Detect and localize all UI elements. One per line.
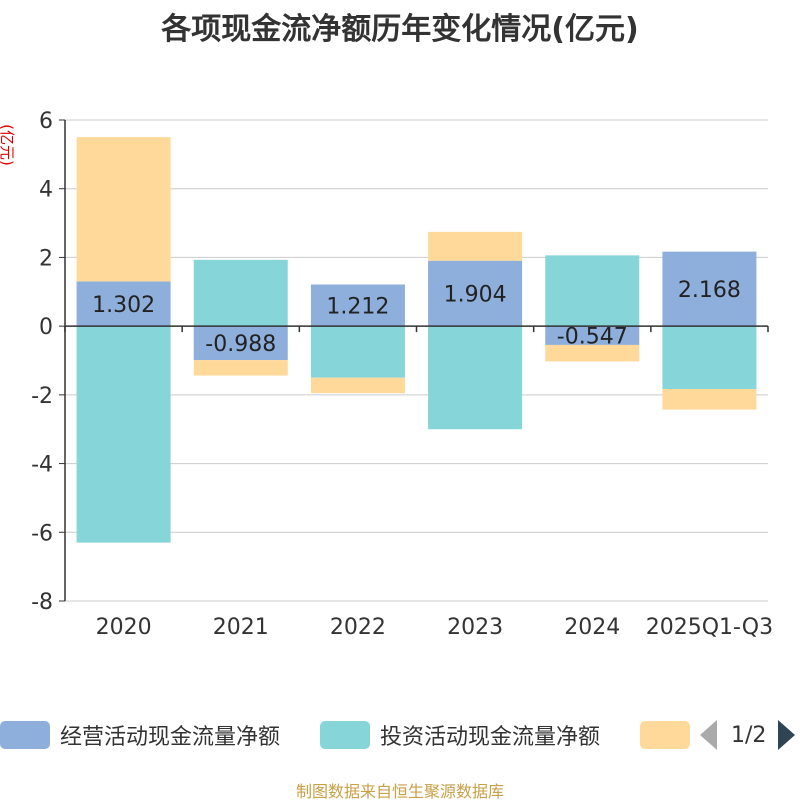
bar-series0-2023 [428,260,523,327]
y-tick-label-7: -8 [31,590,53,615]
legend-label-operating: 经营活动现金流量净额 [60,725,281,750]
x-tick-label-2024: 2024 [564,615,620,640]
bar-series0-2025Q1-Q3 [662,251,757,327]
legend-page-indicator: 1/2 [731,722,767,748]
legend-pager: 1/2 [700,718,796,752]
bar-series0-2022 [310,284,405,327]
data-label-2022: 1.212 [326,294,389,319]
y-tick-label-0: 6 [39,109,53,134]
axes: 6 4 2 0 -2 -4 -6 -8 2020 2021 2022 2023 2024 2025Q1-Q… [31,109,773,640]
y-tick-label-2: 2 [39,246,53,271]
data-labels: 1.302 -0.988 1.212 1.904 -0.547 2.168 [92,278,741,357]
chart-title: 各项现金流净额历年变化情况(亿元) [161,12,639,47]
bar-series0-2024 [545,326,640,345]
legend-swatch-financing [640,721,690,749]
bar-series2-2022 [310,377,405,394]
bar-series1-2023 [428,326,523,430]
bar-series2-2024 [545,344,640,362]
y-tick-label-5: -4 [31,453,53,478]
x-tick-label-2020: 2020 [96,615,152,640]
bar-series0-2021 [193,326,288,361]
bar-series2-2021 [193,360,288,376]
legend-item-investing[interactable]: 投资活动现金流量净额 [320,718,600,752]
y-tick-label-1: 4 [39,178,53,203]
bar-series1-2022 [310,326,405,378]
bar-series1-2024 [545,255,640,327]
y-tick-label-3: 0 [39,315,53,340]
x-tick-label-2021: 2021 [213,615,269,640]
x-tick-label-2025Q1-Q3: 2025Q1-Q3 [646,615,773,640]
legend: 经营活动现金流量净额 投资活动现金流量净额 1/2 [0,718,800,752]
data-label-2024: -0.547 [557,325,628,350]
legend-prev-arrow-icon[interactable] [700,720,717,750]
data-source-note: 制图数据来自恒生聚源数据库 [295,782,504,801]
bar-series0-2020 [76,281,171,327]
bar-series2-2025Q1-Q3 [662,389,757,410]
x-tick-label-2023: 2023 [447,615,503,640]
legend-label-investing: 投资活动现金流量净额 [380,725,601,750]
bar-series2-2023 [428,231,523,261]
y-tick-label-6: -6 [31,521,53,546]
data-label-2020: 1.302 [92,293,155,318]
bar-series1-2025Q1-Q3 [662,326,757,390]
bar-series1-2021 [193,259,288,327]
legend-swatch-operating [0,721,50,749]
legend-item-financing[interactable] [640,718,700,752]
bar-series1-2020 [76,326,171,543]
data-label-2023: 1.904 [444,282,507,307]
legend-item-operating[interactable]: 经营活动现金流量净额 [0,718,280,752]
x-tick-label-2022: 2022 [330,615,386,640]
bars [76,137,757,543]
bar-series2-2020 [76,137,171,282]
data-label-2025Q1-Q3: 2.168 [678,278,741,303]
chart-plot: 6 4 2 0 -2 -4 -6 -8 2020 2021 2022 2023 2024 2025Q1-Q… [0,109,773,640]
data-label-2021: -0.988 [205,332,276,357]
y-tick-label-4: -2 [31,384,53,409]
legend-next-arrow-icon[interactable] [778,720,796,750]
legend-swatch-investing [320,721,370,749]
y-axis-unit-label: (亿元) [0,124,16,166]
